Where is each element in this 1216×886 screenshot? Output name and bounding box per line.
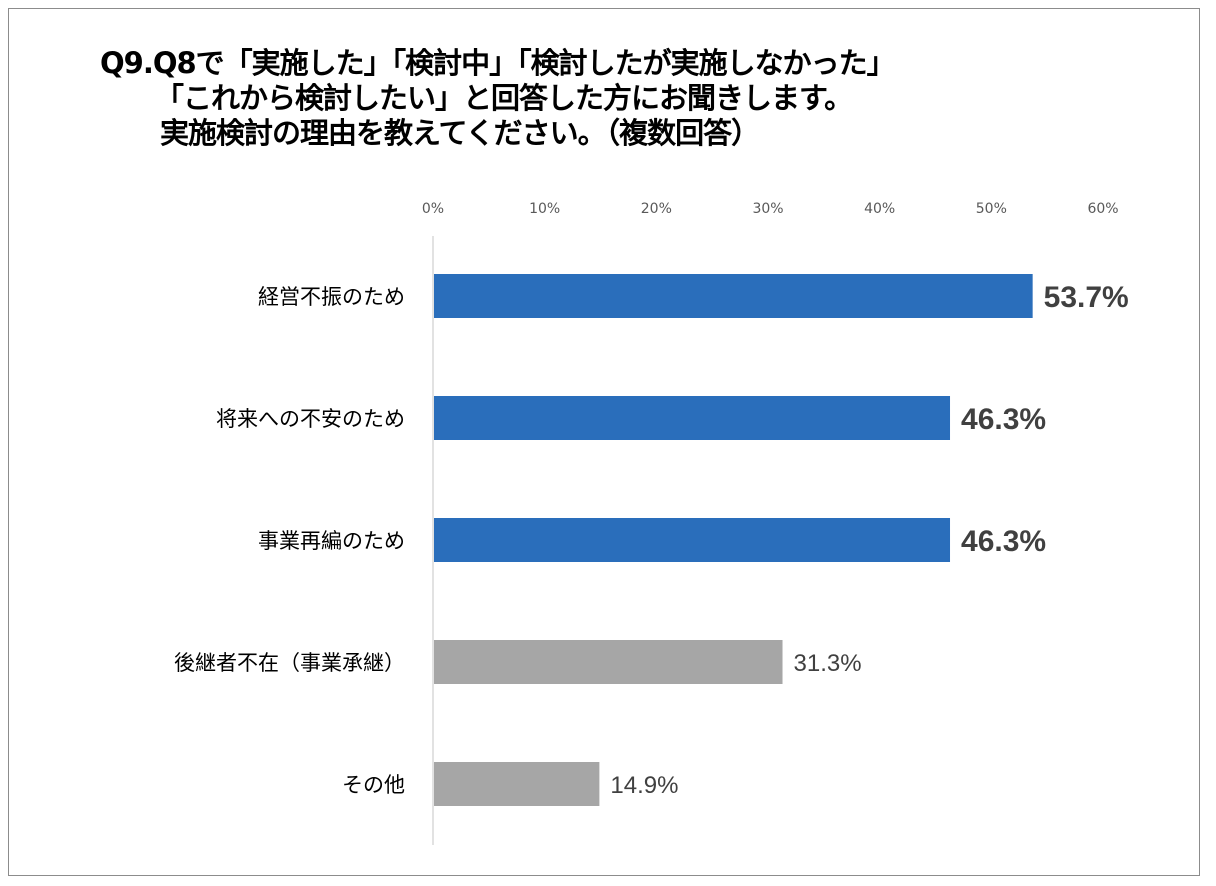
data-label: 46.3% [961,525,1046,558]
bar [434,274,1033,318]
bar [434,518,951,562]
x-tick-label: 60% [1087,201,1118,217]
data-label: 31.3% [794,650,862,677]
category-label: 事業再編のため [258,529,405,553]
category-label: その他 [342,773,405,797]
x-tick-label: 20% [641,201,672,217]
data-label: 46.3% [961,403,1046,436]
category-label: 将来への不安のため [216,407,405,431]
title-line-1: Q9.Q8で「実施した」「検討中」「検討したが実施しなかった」 [100,46,896,80]
category-label: 後継者不在（事業承継） [174,651,405,675]
chart-title: Q9.Q8で「実施した」「検討中」「検討したが実施しなかった」 「これから検討し… [100,46,896,151]
x-tick-label: 0% [422,201,444,217]
title-line-2: 「これから検討したい」と回答した方にお聞きします。 [155,81,853,115]
x-tick-label: 40% [864,201,895,217]
category-label: 経営不振のため [258,285,405,309]
x-tick-label: 30% [752,201,783,217]
bar [434,640,783,684]
chart-frame [8,8,1200,876]
bar [434,762,600,806]
title-line-3: 実施検討の理由を教えてください。（複数回答） [160,116,760,150]
data-label: 53.7% [1044,281,1129,314]
bar [434,396,951,440]
data-label: 14.9% [610,772,678,799]
x-tick-label: 10% [529,201,560,217]
x-tick-label: 50% [976,201,1007,217]
